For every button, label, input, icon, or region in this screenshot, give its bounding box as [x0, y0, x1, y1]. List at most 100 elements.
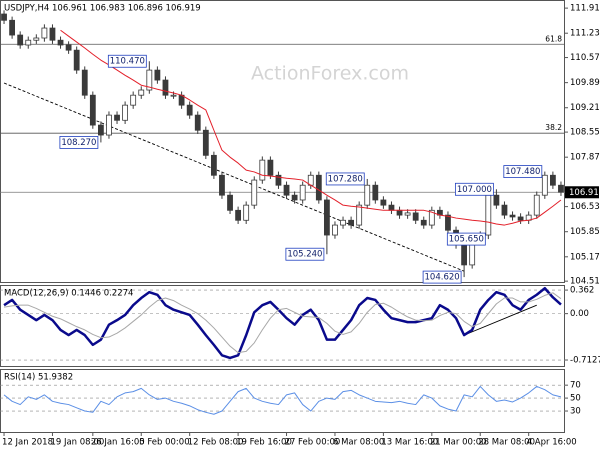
candle-body — [388, 204, 395, 211]
watermark: ActionForex.com — [251, 63, 409, 85]
annotation-label: 108.270 — [61, 138, 96, 148]
x-tick-label: 12 Jan 2018 — [2, 438, 53, 448]
y-tick-label: -0.7127 — [570, 356, 600, 366]
x-tick-label: 27 Feb 00:00 — [285, 438, 341, 448]
candle-body — [291, 194, 298, 201]
pane-frame — [0, 285, 565, 367]
series-line — [60, 29, 562, 226]
candle-body — [356, 204, 363, 226]
candle-body — [57, 39, 64, 46]
annotation-label: 104.620 — [425, 273, 460, 283]
candle-body — [372, 184, 379, 201]
candle-body — [404, 212, 411, 216]
annotation-label: 107.280 — [328, 174, 363, 184]
x-tick-label: 21 Mar 00:00 — [430, 438, 487, 448]
candle-body — [194, 114, 201, 131]
candle-body — [501, 204, 508, 216]
x-tick-label: 13 Mar 16:00 — [381, 438, 438, 448]
candle-body — [122, 104, 129, 121]
annotation-box — [107, 54, 147, 68]
candle-body — [186, 104, 193, 116]
last-price-box — [565, 186, 599, 199]
candle-body — [202, 129, 209, 156]
candle-body — [65, 44, 72, 51]
candle-body — [445, 214, 451, 231]
y-tick-label: 30 — [570, 407, 581, 417]
candle-body — [138, 89, 145, 96]
y-tick-label: 111.910 — [570, 4, 600, 14]
x-tick-label: 26 Jan 16:00 — [91, 438, 145, 448]
y-tick-label: 104.510 — [570, 277, 600, 287]
candle-body — [146, 69, 153, 91]
candle-body — [219, 174, 225, 196]
annotation-label: 107.000 — [457, 185, 492, 195]
candle-body — [275, 174, 282, 186]
candle-body — [259, 159, 266, 181]
pane-title: RSI(14) 51.9382 — [4, 373, 73, 383]
candle-body — [283, 184, 290, 196]
candle-body — [541, 174, 548, 196]
annotation-label: 105.650 — [449, 235, 484, 245]
candle-body — [9, 19, 16, 36]
candle-body — [106, 114, 112, 136]
candle-body — [380, 199, 387, 206]
pane-frame — [0, 0, 565, 283]
y-tick-label: 105.170 — [570, 252, 600, 262]
y-tick-label: 109.890 — [570, 78, 600, 88]
candle-body — [97, 124, 104, 136]
y-tick-label: 105.850 — [570, 227, 600, 237]
candle-body — [332, 224, 338, 236]
candle-body — [517, 216, 524, 221]
annotation-box — [325, 172, 365, 186]
candle-body — [170, 94, 177, 97]
candle-body — [81, 69, 88, 96]
pane-title: USDJPY,H4 106.961 106.983 106.896 106.91… — [4, 4, 201, 14]
candle-body — [162, 79, 169, 96]
candle-body — [428, 209, 435, 226]
candle-body — [235, 209, 242, 221]
candle-body — [299, 184, 306, 201]
candle-body — [549, 174, 556, 186]
candle-body — [33, 37, 40, 41]
candle-body — [89, 94, 96, 126]
annotation-label: 107.480 — [505, 167, 540, 177]
candle-body — [243, 204, 250, 221]
annotation-box — [422, 270, 462, 284]
x-tick-label: 28 Mar 08:00 — [478, 438, 535, 448]
candle-body — [509, 214, 516, 218]
candle-body — [485, 194, 492, 236]
pane-frame — [0, 369, 565, 433]
candle-body — [420, 219, 427, 226]
candle-body — [340, 219, 346, 226]
candle-body — [154, 69, 161, 81]
level-label: 38.2 — [545, 123, 562, 132]
annotation-box — [503, 165, 543, 178]
candle-body — [25, 39, 32, 46]
annotation-box — [285, 247, 325, 261]
x-tick-label: 4 Apr 16:00 — [527, 438, 577, 448]
candle-body — [49, 27, 56, 41]
candle-body — [493, 194, 500, 206]
series-line — [3, 385, 562, 415]
trendline — [3, 82, 465, 272]
candle-body — [210, 154, 217, 176]
y-tick-label: 109.210 — [570, 103, 600, 113]
candle-body — [227, 194, 233, 211]
y-tick-label: 0.362 — [570, 286, 594, 296]
x-tick-label: 5 Feb 00:00 — [139, 438, 189, 448]
candle-body — [73, 49, 80, 71]
candle-body — [251, 179, 258, 206]
y-tick-label: 50 — [570, 394, 581, 404]
candle-body — [267, 159, 274, 176]
annotation-label: 105.240 — [287, 250, 322, 260]
annotation-box — [59, 136, 99, 149]
last-price-label: 106.919 — [569, 188, 600, 198]
candle-body — [461, 244, 468, 266]
pane-title: MACD(12,26,9) 0.1446 0.2274 — [4, 289, 133, 299]
candle-body — [558, 184, 564, 193]
y-tick-label: 106.530 — [570, 202, 600, 212]
series-line — [3, 287, 562, 360]
